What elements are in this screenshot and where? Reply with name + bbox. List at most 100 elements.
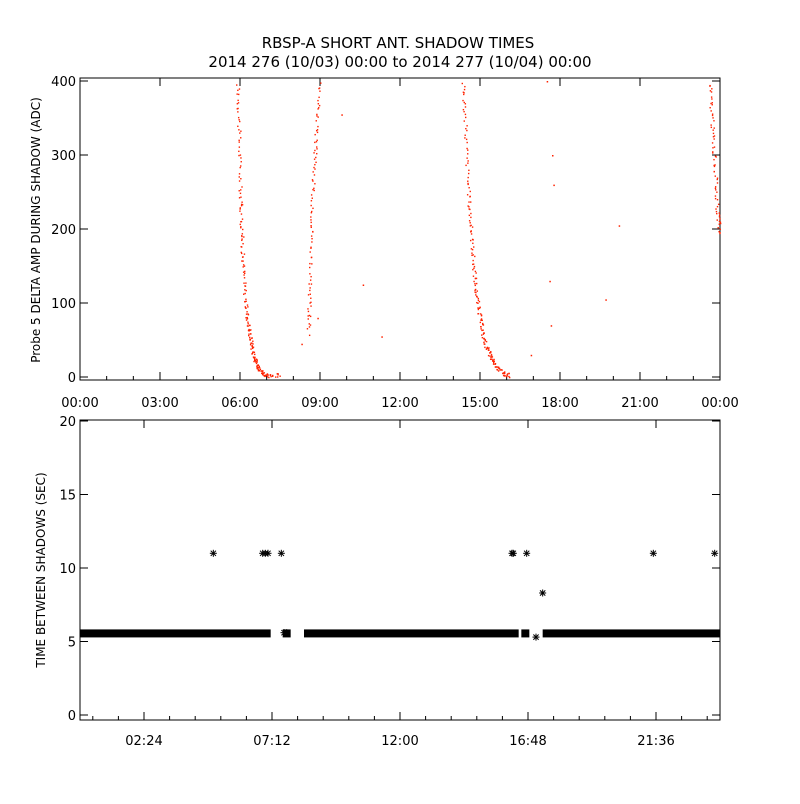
top-data-point bbox=[310, 225, 312, 227]
top-data-point bbox=[239, 208, 241, 210]
top-data-point bbox=[341, 114, 343, 116]
top-data-point bbox=[240, 251, 242, 254]
top-data-point bbox=[715, 210, 718, 213]
top-data-point bbox=[251, 342, 253, 344]
top-data-point bbox=[240, 165, 242, 167]
top-data-point bbox=[246, 311, 248, 313]
top-data-point bbox=[240, 137, 242, 139]
top-data-point bbox=[250, 342, 252, 344]
top-data-point bbox=[239, 166, 241, 169]
top-data-point bbox=[314, 168, 316, 170]
top-data-point bbox=[618, 225, 621, 227]
top-data-point bbox=[311, 179, 314, 181]
top-data-point bbox=[463, 88, 466, 91]
top-data-point bbox=[244, 272, 246, 275]
bottom-data-points bbox=[209, 549, 719, 641]
top-data-point bbox=[467, 149, 469, 151]
top-data-point bbox=[244, 306, 247, 308]
top-data-point bbox=[238, 176, 240, 178]
top-axis-ticks: 00:00 03:00 06:00 09:00 12:00 15:00 18:00 21:00… bbox=[51, 75, 739, 411]
top-data-point bbox=[315, 141, 318, 143]
top-data-point bbox=[308, 334, 311, 337]
top-data-point bbox=[250, 348, 252, 350]
top-data-point bbox=[310, 305, 312, 307]
top-data-point bbox=[310, 194, 313, 196]
top-data-point bbox=[487, 354, 490, 357]
top-data-point bbox=[478, 300, 481, 303]
top-data-point bbox=[309, 279, 312, 281]
top-data-point bbox=[256, 365, 258, 368]
top-data-point bbox=[276, 376, 279, 378]
top-data-point bbox=[265, 374, 268, 377]
top-data-point bbox=[716, 182, 719, 184]
bottom-y-tick-label: 15 bbox=[59, 489, 76, 504]
bottom-y-tick-label: 0 bbox=[68, 709, 76, 724]
top-data-point bbox=[470, 231, 472, 233]
top-data-point bbox=[237, 125, 239, 128]
top-data-point bbox=[473, 246, 475, 248]
top-data-point bbox=[719, 218, 721, 220]
bottom-data-point bbox=[532, 633, 540, 641]
top-data-point bbox=[472, 263, 474, 266]
top-data-point bbox=[246, 304, 249, 306]
top-data-point bbox=[241, 238, 243, 240]
top-data-point bbox=[255, 358, 258, 360]
top-data-point bbox=[270, 375, 272, 378]
top-data-point bbox=[256, 364, 258, 367]
top-data-point bbox=[318, 96, 320, 99]
top-data-point bbox=[468, 169, 470, 172]
top-panel: 00:00 03:00 06:00 09:00 12:00 15:00 18:00 21:00… bbox=[29, 75, 739, 411]
top-data-point bbox=[465, 138, 468, 141]
top-data-point bbox=[314, 133, 316, 136]
top-data-point bbox=[504, 371, 506, 373]
top-data-point bbox=[471, 226, 474, 228]
top-data-point bbox=[717, 203, 720, 206]
top-data-point bbox=[247, 323, 249, 325]
top-data-point bbox=[472, 242, 474, 245]
top-data-point bbox=[244, 292, 246, 295]
top-x-tick-label: 00:00 bbox=[701, 396, 738, 411]
top-y-tick-label: 100 bbox=[51, 297, 76, 312]
top-data-point bbox=[719, 222, 722, 225]
top-data-point bbox=[317, 99, 319, 102]
top-data-point bbox=[310, 235, 313, 237]
top-data-point bbox=[477, 307, 479, 309]
bottom-data-point bbox=[283, 629, 291, 637]
top-data-point bbox=[247, 334, 250, 337]
top-data-point bbox=[244, 270, 246, 273]
top-data-point bbox=[238, 88, 241, 90]
top-data-point bbox=[463, 92, 465, 94]
top-data-point bbox=[247, 306, 249, 308]
top-data-point bbox=[252, 343, 254, 345]
top-data-point bbox=[316, 152, 318, 155]
top-data-point bbox=[313, 158, 316, 160]
top-data-point bbox=[464, 113, 467, 116]
top-plot-frame bbox=[79, 77, 721, 381]
top-data-point bbox=[247, 313, 249, 315]
top-data-point bbox=[240, 203, 243, 206]
top-data-point bbox=[240, 189, 242, 191]
top-data-point bbox=[253, 358, 256, 360]
bottom-data-point bbox=[509, 549, 517, 557]
top-data-point bbox=[245, 298, 247, 300]
top-data-point bbox=[494, 362, 497, 365]
top-data-point bbox=[309, 266, 311, 269]
top-data-point bbox=[552, 155, 554, 157]
top-data-point bbox=[477, 313, 480, 315]
top-data-point bbox=[310, 221, 312, 224]
top-data-point bbox=[469, 196, 471, 198]
top-data-point bbox=[240, 130, 242, 132]
top-data-point bbox=[483, 341, 485, 344]
top-data-point bbox=[238, 129, 240, 131]
top-data-point bbox=[242, 242, 244, 245]
top-data-point bbox=[309, 287, 311, 289]
top-data-point bbox=[474, 284, 476, 287]
top-data-point bbox=[261, 372, 264, 374]
bottom-data-point bbox=[649, 549, 657, 557]
top-data-point bbox=[502, 374, 505, 377]
top-data-point bbox=[470, 212, 472, 215]
top-data-point bbox=[317, 103, 320, 105]
top-data-point bbox=[310, 246, 312, 248]
top-data-point bbox=[508, 375, 510, 378]
top-data-point bbox=[481, 329, 483, 332]
